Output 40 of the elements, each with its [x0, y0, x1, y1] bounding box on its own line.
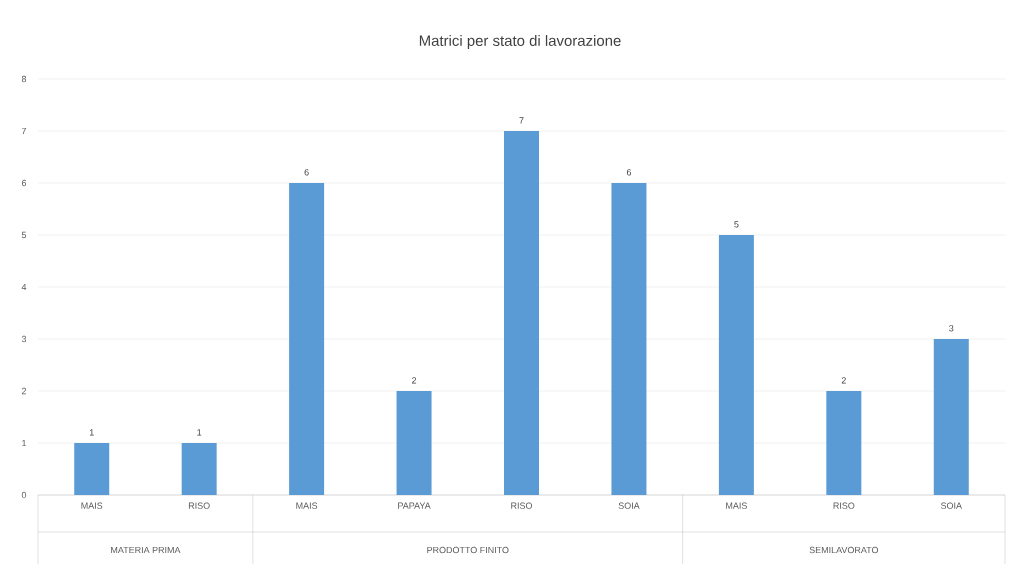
x-tick-label: PAPAYA: [398, 502, 431, 509]
data-label: 6: [626, 169, 632, 176]
data-label: 2: [412, 377, 417, 384]
y-tick-label: 7: [21, 127, 27, 135]
text: SEMILAVORATO: [809, 546, 879, 554]
y-tick-label: 2: [21, 387, 27, 395]
y-tick-label: 5: [21, 231, 27, 239]
bar: [718, 235, 754, 495]
y-tick-label: 3: [21, 335, 27, 343]
bar: [289, 183, 325, 495]
y-tick-label: 8: [21, 75, 27, 83]
data-label: 1: [197, 429, 202, 436]
x-tick-label: RISO: [833, 502, 855, 509]
y-tick-label: 4: [21, 283, 27, 291]
x-tick-label: RISO: [511, 502, 533, 509]
data-label: 5: [734, 221, 739, 228]
bar: [611, 183, 647, 495]
text: MATERIA PRIMA: [111, 546, 181, 554]
x-tick-label: RISO: [188, 502, 210, 509]
y-tick-label: 1: [22, 439, 27, 447]
bar: [933, 339, 969, 495]
y-tick-label: 6: [21, 179, 27, 187]
bar: [504, 131, 539, 495]
bar: [181, 443, 217, 495]
text: PRODOTTO FINITO: [427, 546, 509, 554]
data-label: 2: [841, 377, 846, 384]
y-tick-label: 0: [21, 491, 27, 499]
chart-title: Matrici per stato di lavorazione: [419, 35, 621, 49]
bar: [826, 391, 862, 495]
x-tick-label: SOIA: [618, 502, 640, 509]
bar: [396, 391, 432, 495]
x-tick-label: MAIS: [81, 502, 103, 509]
x-tick-label: SOIA: [940, 502, 962, 509]
data-label: 7: [519, 117, 524, 124]
x-tick-label: MAIS: [296, 502, 318, 509]
bar: [74, 443, 110, 495]
data-label: 6: [304, 169, 309, 176]
x-tick-label: MAIS: [726, 502, 747, 509]
data-label: 3: [949, 325, 954, 332]
data-label: 1: [89, 429, 94, 436]
